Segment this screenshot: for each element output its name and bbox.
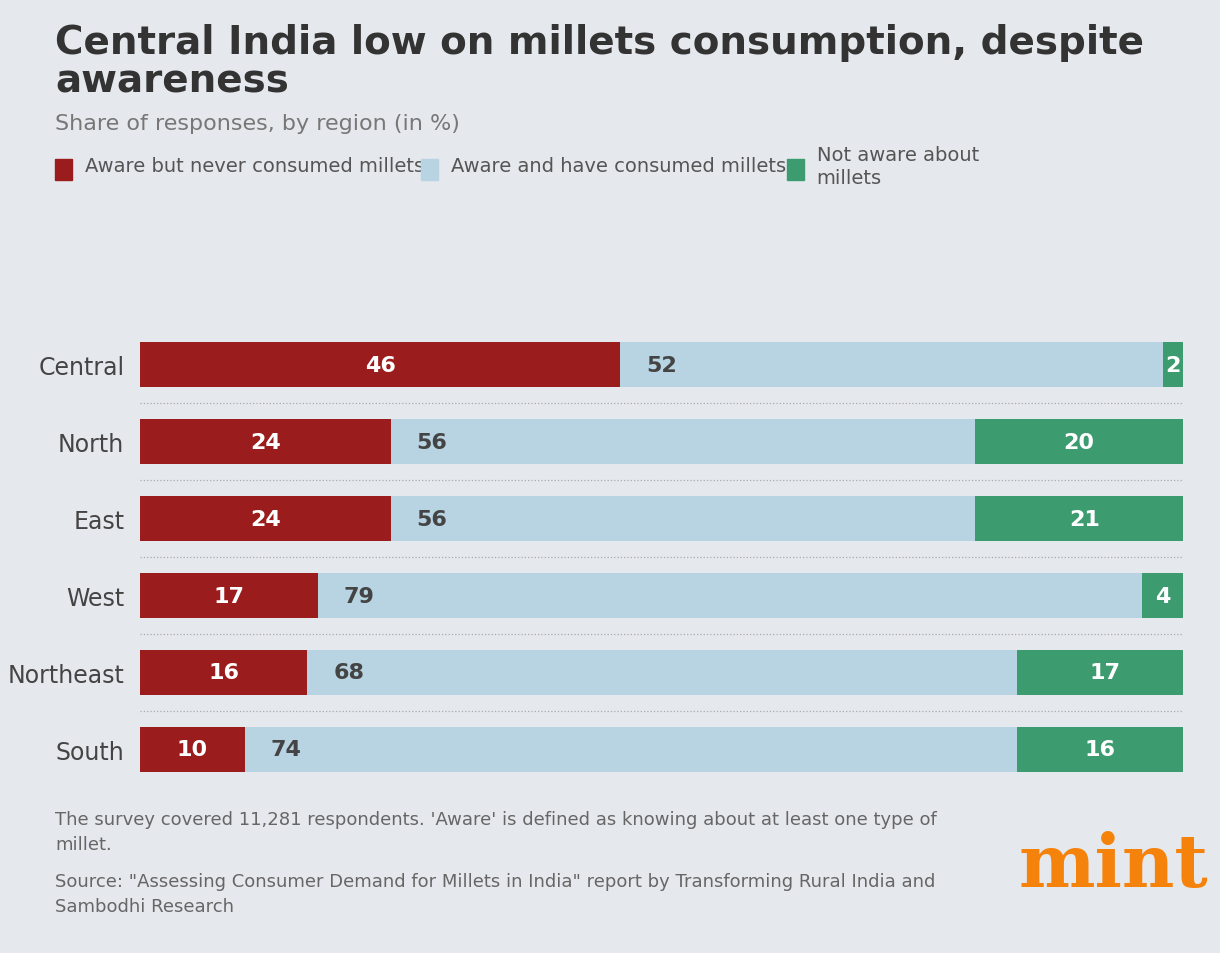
Bar (140, 497, 390, 541)
Bar (317, 574, 1142, 618)
Text: mint: mint (1019, 830, 1209, 901)
Text: Share of responses, by region (in %): Share of responses, by region (in %) (55, 114, 460, 134)
Text: 17: 17 (214, 586, 244, 606)
Text: 74: 74 (271, 740, 301, 760)
Text: Aware and have consumed millets: Aware and have consumed millets (450, 157, 786, 176)
Text: 20: 20 (1064, 433, 1094, 453)
Bar (140, 727, 244, 772)
Text: 52: 52 (647, 355, 677, 375)
Bar (140, 420, 390, 464)
Text: 21: 21 (1069, 509, 1099, 529)
Bar (244, 727, 1016, 772)
Text: 16: 16 (209, 662, 239, 682)
Text: awareness: awareness (55, 62, 289, 100)
Text: 79: 79 (344, 586, 375, 606)
Text: Aware but never consumed millets: Aware but never consumed millets (84, 157, 423, 176)
Text: 56: 56 (417, 433, 448, 453)
Text: 68: 68 (333, 662, 365, 682)
Text: Not aware about
millets: Not aware about millets (816, 146, 978, 188)
Text: Source: "Assessing Consumer Demand for Millets in India" report by Transforming : Source: "Assessing Consumer Demand for M… (55, 872, 936, 915)
Text: 56: 56 (417, 509, 448, 529)
Text: 24: 24 (250, 433, 281, 453)
Bar (1163, 343, 1183, 388)
Text: 4: 4 (1155, 586, 1170, 606)
Text: 16: 16 (1085, 740, 1115, 760)
Bar (975, 420, 1183, 464)
Bar (1016, 727, 1183, 772)
Text: 2: 2 (1165, 355, 1181, 375)
Bar (140, 343, 620, 388)
Text: 10: 10 (177, 740, 209, 760)
Text: 24: 24 (250, 509, 281, 529)
Bar (140, 651, 307, 695)
Text: Central India low on millets consumption, despite: Central India low on millets consumption… (55, 24, 1144, 62)
Text: The survey covered 11,281 respondents. 'Aware' is defined as knowing about at le: The survey covered 11,281 respondents. '… (55, 810, 937, 853)
Bar (140, 574, 317, 618)
Text: 46: 46 (365, 355, 395, 375)
Bar (1016, 651, 1194, 695)
Bar (1142, 574, 1183, 618)
Bar (620, 343, 1163, 388)
Bar (390, 497, 975, 541)
Text: 17: 17 (1089, 662, 1121, 682)
Bar (390, 420, 975, 464)
Bar (975, 497, 1194, 541)
Bar (307, 651, 1016, 695)
